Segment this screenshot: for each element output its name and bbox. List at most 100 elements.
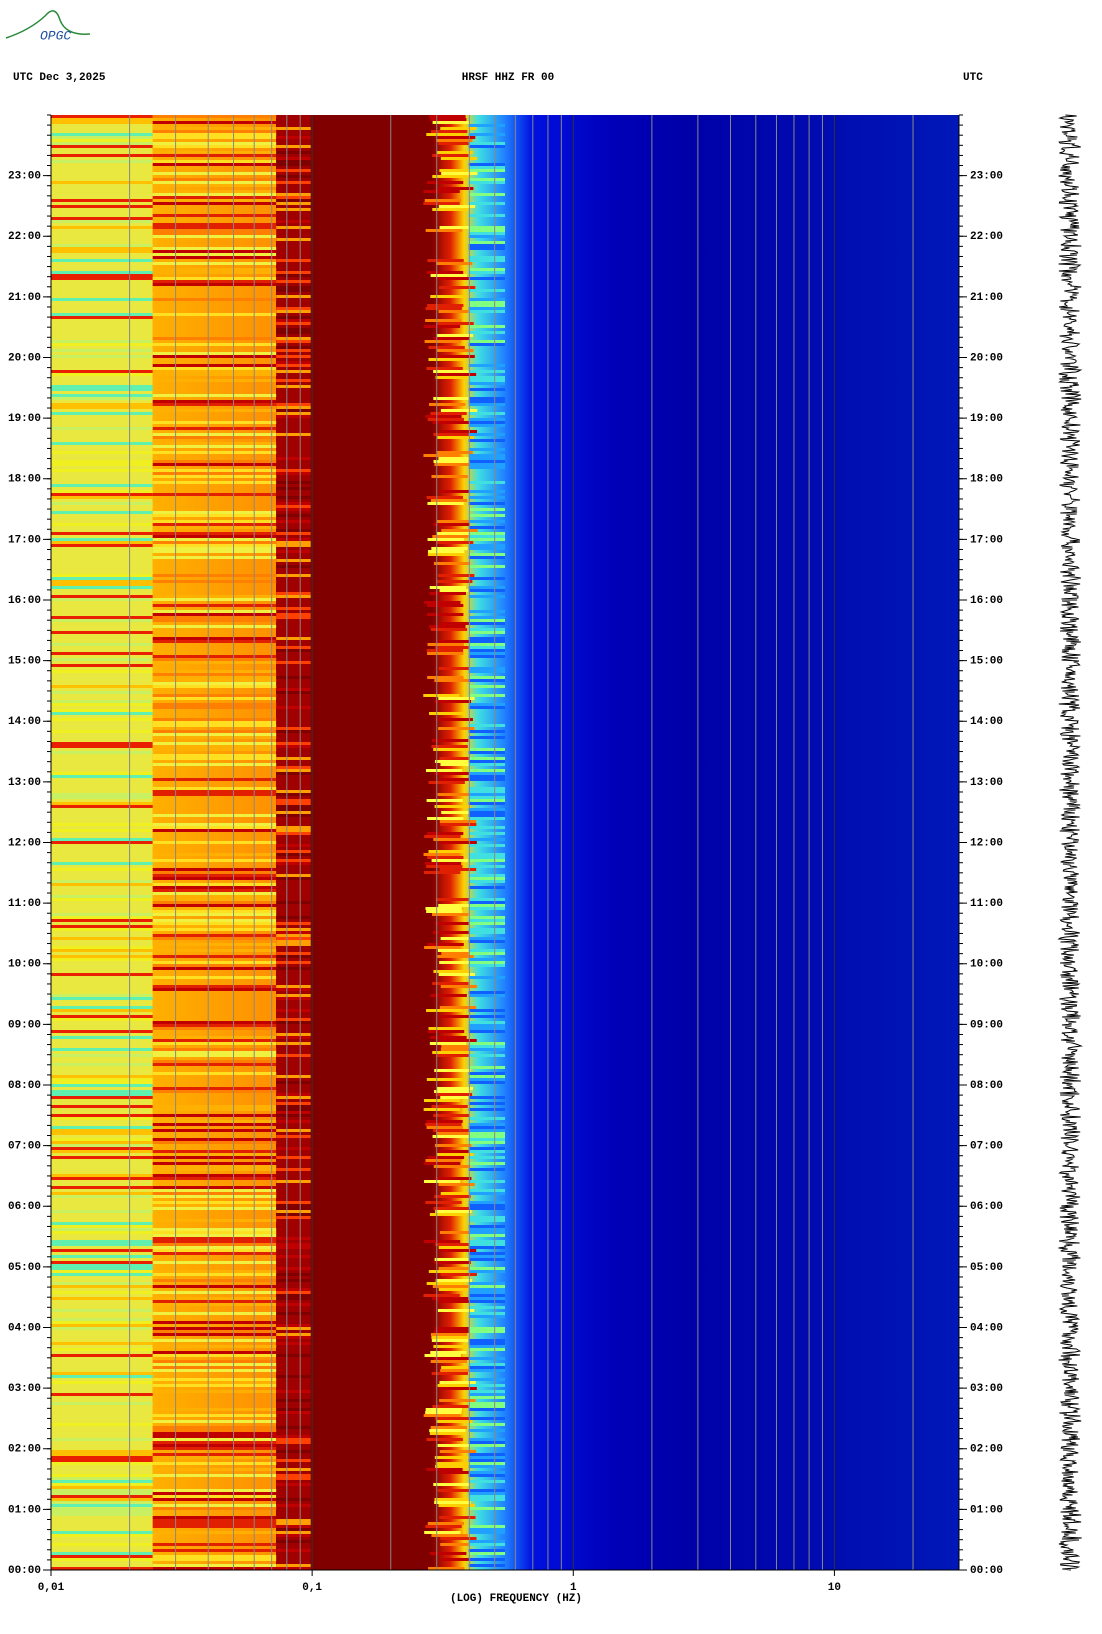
spectrogram-texture <box>51 1033 153 1036</box>
spectrogram-texture <box>438 667 476 670</box>
spectrogram-texture <box>436 1132 473 1135</box>
spectrogram-texture <box>276 844 311 847</box>
spectrogram-texture <box>276 550 311 553</box>
spectrogram-texture <box>152 610 277 613</box>
spectrogram-texture <box>51 436 153 439</box>
spectrogram-texture <box>432 535 469 538</box>
spectrogram-texture <box>152 1189 277 1192</box>
spectrogram-texture <box>440 622 477 625</box>
spectrogram-texture <box>438 904 475 907</box>
spectrogram-texture <box>51 574 153 577</box>
spectrogram-texture <box>51 1525 153 1528</box>
spectrogram-texture <box>51 538 153 541</box>
spectrogram-texture <box>423 190 460 193</box>
spectrogram-texture <box>152 235 277 238</box>
spectrogram-texture <box>276 1549 311 1552</box>
spectrogram-texture <box>152 790 277 793</box>
spectrogram-texture <box>152 202 277 205</box>
spectrogram-texture <box>468 940 505 943</box>
spectrogram-texture <box>468 1204 505 1207</box>
spectrogram-texture <box>435 922 472 925</box>
logo-mark <box>5 10 91 39</box>
spectrogram-texture <box>276 883 311 886</box>
spectrogram-texture <box>51 490 153 493</box>
spectrogram-texture <box>276 571 311 574</box>
spectrogram-texture <box>276 829 311 832</box>
spectrogram-texture <box>51 685 153 688</box>
spectrogram-texture <box>51 193 153 196</box>
spectrogram-texture <box>468 916 505 919</box>
spectrogram-texture <box>468 259 505 262</box>
spectrogram-texture <box>51 274 153 277</box>
spectrogram-texture <box>468 1429 505 1432</box>
spectrogram-texture <box>439 1249 477 1252</box>
spectrogram-texture <box>433 460 470 463</box>
spectrogram-texture <box>276 1282 311 1285</box>
spectrogram-texture <box>152 763 277 766</box>
spectrogram-texture <box>276 1525 311 1528</box>
spectrogram-texture <box>468 1315 505 1318</box>
spectrogram-texture <box>431 475 468 478</box>
spectrogram-texture <box>468 1255 505 1258</box>
spectrogram-texture <box>468 817 505 820</box>
spectrogram-texture <box>276 1000 311 1003</box>
spectrogram-texture <box>430 130 468 133</box>
spectrogram-texture <box>468 1489 505 1492</box>
spectrogram-texture <box>439 961 476 964</box>
spectrogram-texture <box>438 697 475 700</box>
spectrogram-texture <box>468 133 505 136</box>
spectrogram-texture <box>276 238 311 241</box>
spectrogram-texture <box>425 1123 462 1126</box>
spectrogram-texture <box>51 406 153 409</box>
spectrogram-texture <box>436 1087 473 1090</box>
spectrogram-texture <box>152 511 277 514</box>
spectrogram-texture <box>152 1354 277 1357</box>
spectrogram-texture <box>468 1456 505 1459</box>
spectrogram-texture <box>152 955 277 958</box>
spectrogram-texture <box>439 490 476 493</box>
spectrogram-texture <box>51 1246 153 1249</box>
spectrogram-texture <box>152 985 277 988</box>
spectrogram-texture <box>152 1063 277 1066</box>
spectrogram-texture <box>152 1249 277 1252</box>
y-tick-label: 14:00 <box>8 716 41 728</box>
spectrogram-texture <box>51 841 153 844</box>
spectrogram-texture <box>276 181 311 184</box>
spectrogram-texture <box>51 523 153 526</box>
spectrogram-texture <box>276 1267 311 1270</box>
spectrogram-texture <box>436 151 474 154</box>
spectrogram-texture <box>468 526 505 529</box>
spectrogram-texture <box>276 781 311 784</box>
spectrogram-texture <box>430 1351 467 1354</box>
spectrogram-texture <box>51 1057 153 1060</box>
spectrogram-texture <box>426 271 464 274</box>
spectrogram-texture <box>438 205 476 208</box>
spectrogram-texture <box>152 967 277 970</box>
spectrogram-texture <box>427 304 464 307</box>
spectrogram-texture <box>276 997 311 1000</box>
spectrogram-texture <box>51 1126 153 1129</box>
spectrogram-texture <box>468 241 505 244</box>
spectrogram-texture <box>276 559 311 562</box>
spectrogram-texture <box>423 694 460 697</box>
spectrogram-texture <box>51 544 153 547</box>
spectrogram-texture <box>425 1201 462 1204</box>
spectrogram-texture <box>51 1309 153 1312</box>
spectrogram-texture <box>435 1210 472 1213</box>
spectrogram-texture <box>152 1105 277 1108</box>
spectrogram-texture <box>440 1369 477 1372</box>
spectrogram-texture <box>152 1555 277 1558</box>
spectrogram-texture <box>468 1078 505 1081</box>
spectrogram-texture <box>441 172 478 175</box>
spectrogram-texture <box>276 727 311 730</box>
y-tick-label: 16:00 <box>8 595 41 607</box>
spectrogram-texture <box>426 1126 463 1129</box>
spectrogram-texture <box>468 628 505 631</box>
spectrogram-texture <box>51 880 153 883</box>
spectrogram-texture <box>429 592 466 595</box>
spectrogram-texture <box>152 1123 277 1126</box>
spectrogram-texture <box>152 1384 277 1387</box>
spectrogram-texture <box>276 370 311 373</box>
y-tick-label: 19:00 <box>8 413 41 425</box>
spectrogram-texture <box>276 469 311 472</box>
